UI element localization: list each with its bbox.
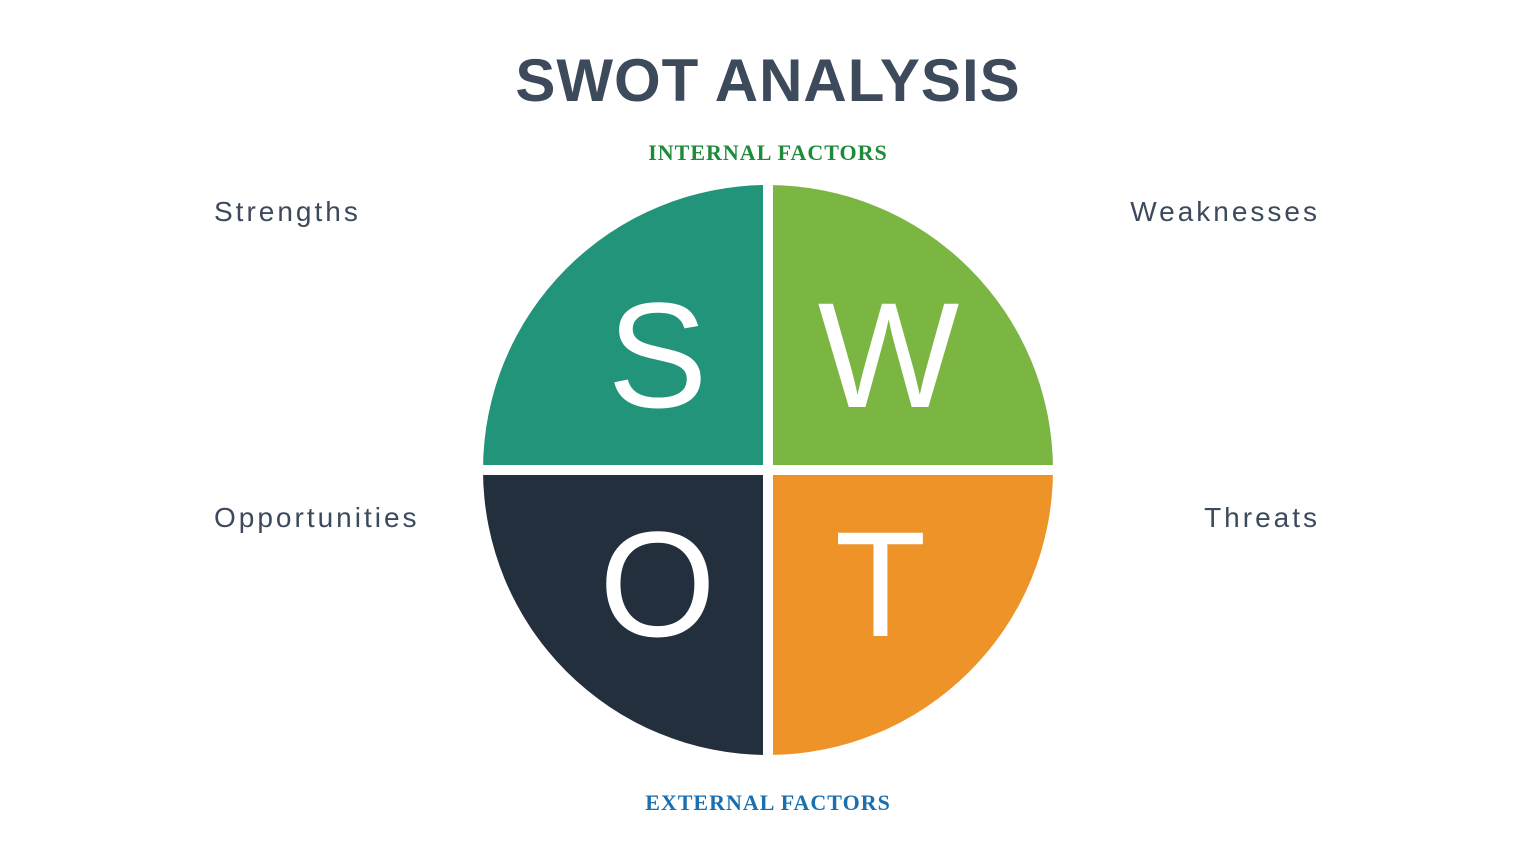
quadrant-opportunities: O: [483, 470, 768, 755]
label-strengths: Strengths: [214, 196, 361, 228]
quadrant-letter-s: S: [607, 269, 707, 442]
label-weaknesses: Weaknesses: [1130, 196, 1320, 228]
quadrant-letter-w: W: [818, 269, 960, 442]
quadrant-threats: T: [768, 470, 1053, 755]
label-opportunities: Opportunities: [214, 502, 420, 534]
swot-circle: S W O T: [483, 185, 1053, 755]
divider-horizontal: [483, 465, 1053, 475]
quadrant-letter-o: O: [599, 498, 716, 671]
quadrant-weaknesses: W: [768, 185, 1053, 470]
subtitle-external: EXTERNAL FACTORS: [0, 790, 1536, 816]
page-title: SWOT ANALYSIS: [0, 46, 1536, 115]
subtitle-internal: INTERNAL FACTORS: [0, 140, 1536, 166]
label-threats: Threats: [1204, 502, 1320, 534]
quadrant-letter-t: T: [835, 498, 927, 671]
quadrant-strengths: S: [483, 185, 768, 470]
